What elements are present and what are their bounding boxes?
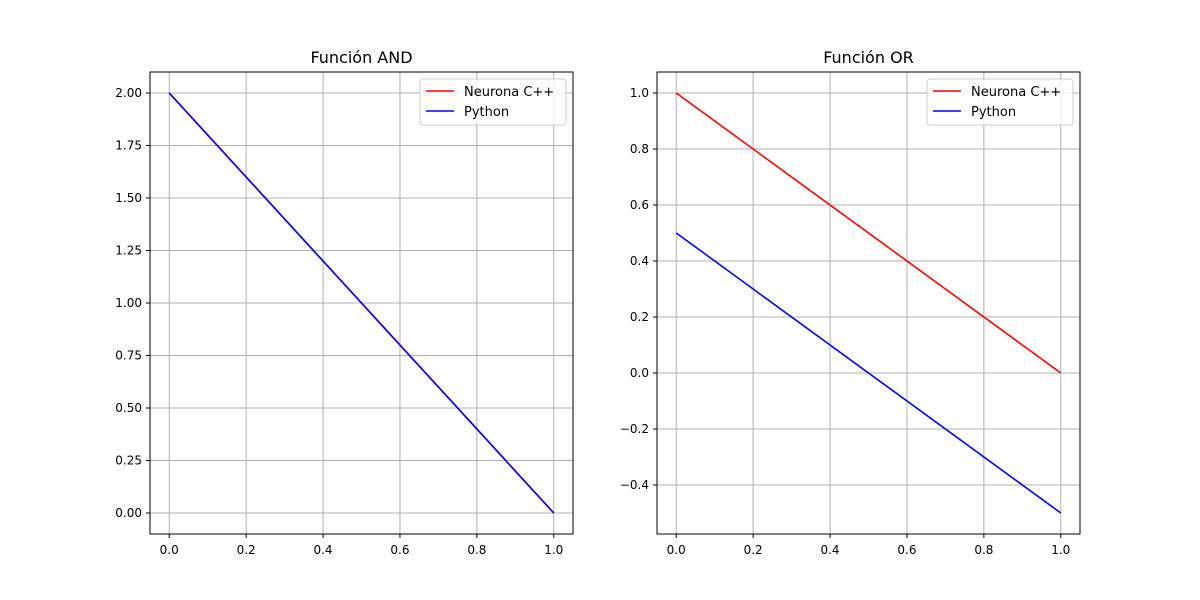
y-tick-label: 0.8 <box>630 142 649 156</box>
chart-title: Función OR <box>823 48 914 67</box>
chart-title: Función AND <box>310 48 412 67</box>
x-tick-label: 0.0 <box>667 543 686 557</box>
y-tick-label: 0.4 <box>630 254 649 268</box>
x-tick-label: 0.0 <box>160 543 179 557</box>
x-tick-label: 0.8 <box>974 543 993 557</box>
legend-label: Neurona C++ <box>971 85 1061 100</box>
series-line-neurona-c- <box>675 92 1062 374</box>
y-tick-label: 1.0 <box>630 86 649 100</box>
legend-label: Python <box>464 105 509 120</box>
y-tick-label: −0.4 <box>620 478 649 492</box>
y-tick-label: 0.6 <box>630 198 649 212</box>
x-tick-label: 0.4 <box>820 543 839 557</box>
x-tick-label: 1.0 <box>544 543 563 557</box>
chart-panel-2: 0.0 0.2 0.4 0.6 0.8 1.0 −0.4 −0.2 0.0 0.2 0.4 0.6 0.… <box>620 48 1081 557</box>
y-tick-label: 0.50 <box>115 401 142 415</box>
x-tick-label: 1.0 <box>1051 543 1070 557</box>
y-tick-label: 0.2 <box>630 310 649 324</box>
plot-frame <box>656 71 1081 535</box>
y-tick-label: 2.00 <box>115 86 142 100</box>
legend-label: Neurona C++ <box>464 85 554 100</box>
chart-panel-1: 0.0 0.2 0.4 0.6 0.8 1.0 0.00 0.25 0.50 0.75 1.00 1.… <box>115 48 574 557</box>
y-tick-label: −0.2 <box>620 422 649 436</box>
x-tick-label: 0.2 <box>744 543 763 557</box>
y-tick-label: 0.0 <box>630 366 649 380</box>
y-tick-label: 0.25 <box>115 454 142 468</box>
x-tick-label: 0.2 <box>237 543 256 557</box>
legend-box <box>419 78 567 126</box>
y-tick-label: 1.25 <box>115 244 142 258</box>
series-line-python <box>168 92 555 514</box>
y-tick-label: 1.00 <box>115 296 142 310</box>
y-tick-label: 0.00 <box>115 506 142 520</box>
x-tick-label: 0.6 <box>897 543 916 557</box>
y-tick-label: 0.75 <box>115 349 142 363</box>
legend: Neurona C++ Python <box>926 78 1074 126</box>
x-tick-label: 0.8 <box>467 543 486 557</box>
legend-box <box>926 78 1074 126</box>
legend: Neurona C++ Python <box>419 78 567 126</box>
x-tick-label: 0.6 <box>390 543 409 557</box>
series-line-python <box>675 232 1062 514</box>
y-tick-label: 1.75 <box>115 139 142 153</box>
legend-label: Python <box>971 105 1016 120</box>
x-tick-label: 0.4 <box>313 543 332 557</box>
y-tick-label: 1.50 <box>115 191 142 205</box>
